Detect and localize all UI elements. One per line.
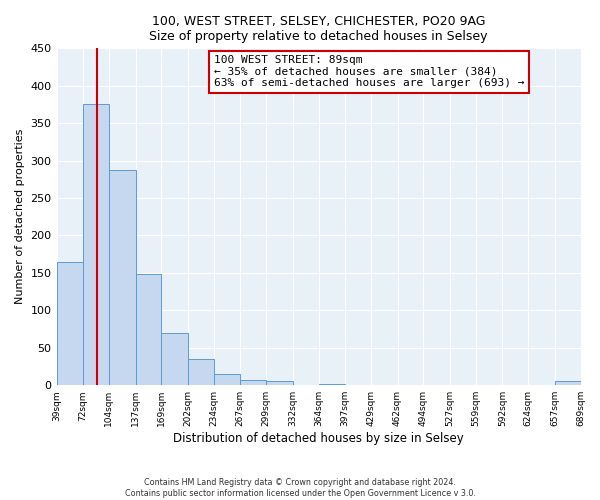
Bar [136,274,161,385]
Bar [241,380,266,385]
Y-axis label: Number of detached properties: Number of detached properties [15,129,25,304]
X-axis label: Distribution of detached houses by size in Selsey: Distribution of detached houses by size … [173,432,464,445]
Bar [555,382,581,385]
Bar [56,262,83,385]
Bar [214,374,241,385]
Title: 100, WEST STREET, SELSEY, CHICHESTER, PO20 9AG
Size of property relative to deta: 100, WEST STREET, SELSEY, CHICHESTER, PO… [149,15,488,43]
Bar [266,380,293,385]
Bar [161,333,188,385]
Text: 100 WEST STREET: 89sqm
← 35% of detached houses are smaller (384)
63% of semi-de: 100 WEST STREET: 89sqm ← 35% of detached… [214,55,524,88]
Bar [188,359,214,385]
Bar [109,170,136,385]
Bar [83,104,109,385]
Text: Contains HM Land Registry data © Crown copyright and database right 2024.
Contai: Contains HM Land Registry data © Crown c… [125,478,475,498]
Bar [319,384,345,385]
